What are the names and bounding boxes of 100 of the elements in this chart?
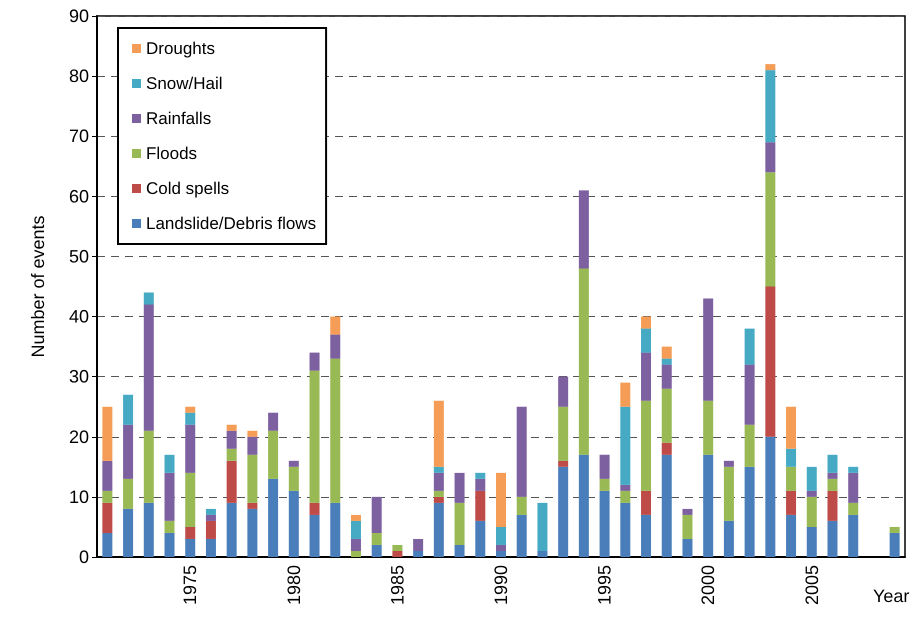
bar xyxy=(806,526,817,557)
bar xyxy=(744,328,755,365)
bar xyxy=(434,502,444,557)
bar xyxy=(185,424,196,473)
bar xyxy=(558,406,568,461)
bar xyxy=(185,538,196,557)
bar xyxy=(765,64,776,70)
bar xyxy=(372,544,382,557)
bar xyxy=(164,454,175,473)
bar xyxy=(724,466,734,521)
bar xyxy=(413,538,424,551)
bar xyxy=(475,472,486,479)
bar xyxy=(703,400,714,455)
bar xyxy=(434,490,444,497)
bar xyxy=(330,316,340,335)
x-tick-label: 1995 xyxy=(594,565,615,606)
bar xyxy=(144,292,154,305)
bar xyxy=(144,502,154,557)
bar xyxy=(164,532,175,557)
bar xyxy=(682,538,692,557)
bar xyxy=(247,502,258,509)
bar xyxy=(786,406,796,449)
bar xyxy=(475,490,486,521)
bar xyxy=(806,490,817,497)
bar xyxy=(827,472,838,479)
x-tick-label: 2000 xyxy=(698,565,718,606)
bar xyxy=(434,496,444,503)
y-tick-label: 20 xyxy=(68,426,89,447)
bar xyxy=(662,388,672,443)
bar xyxy=(662,454,672,557)
bar xyxy=(102,406,112,461)
bar xyxy=(206,520,216,539)
bar xyxy=(226,460,237,503)
bar xyxy=(620,406,630,485)
y-tick-label: 50 xyxy=(68,246,89,266)
bar xyxy=(516,514,527,557)
bar xyxy=(786,514,796,557)
bar xyxy=(558,460,568,467)
bar xyxy=(558,466,568,557)
bar xyxy=(288,460,299,467)
bar xyxy=(827,454,838,473)
bar xyxy=(350,514,361,521)
bar xyxy=(123,394,134,425)
bar xyxy=(330,334,340,359)
bar xyxy=(641,328,652,353)
bar xyxy=(537,502,548,551)
bar xyxy=(848,466,858,473)
bar xyxy=(537,550,548,557)
bar xyxy=(620,502,630,557)
y-tick-label: 30 xyxy=(68,366,89,387)
bar xyxy=(185,406,196,413)
bar xyxy=(475,478,486,491)
bar xyxy=(247,430,258,437)
bar xyxy=(744,466,755,557)
bar xyxy=(703,298,714,401)
bar xyxy=(496,550,506,557)
bar xyxy=(206,508,216,515)
bar xyxy=(247,508,258,557)
bar xyxy=(890,526,900,533)
bar xyxy=(310,370,320,503)
bar xyxy=(600,454,610,479)
legend-label: Landslide/Debris flows xyxy=(146,214,316,233)
bar xyxy=(206,514,216,521)
bar xyxy=(806,496,817,527)
bar xyxy=(682,514,692,539)
bar xyxy=(765,172,776,286)
bar xyxy=(288,490,299,557)
bar xyxy=(268,430,278,479)
bar xyxy=(226,502,237,557)
bar xyxy=(330,502,340,557)
bar xyxy=(413,550,424,557)
bar xyxy=(102,502,112,533)
bar xyxy=(744,364,755,425)
bar xyxy=(848,472,858,503)
bar xyxy=(434,400,444,467)
bar xyxy=(806,466,817,491)
x-tick-label: 2005 xyxy=(802,565,822,606)
bar xyxy=(434,472,444,491)
legend-label: Cold spells xyxy=(146,179,230,198)
y-axis-title: Number of events xyxy=(28,215,48,358)
x-axis-title: Year xyxy=(873,586,910,606)
bar xyxy=(827,478,838,491)
bar xyxy=(185,412,196,425)
bar xyxy=(578,454,589,557)
bar xyxy=(641,490,652,515)
bar xyxy=(620,490,630,503)
bar xyxy=(434,466,444,473)
bar xyxy=(226,448,237,461)
bar xyxy=(454,472,465,503)
bar xyxy=(786,466,796,491)
bar xyxy=(496,544,506,551)
bar xyxy=(144,430,154,503)
bar xyxy=(765,142,776,172)
bar xyxy=(516,496,527,515)
y-tick-label: 90 xyxy=(68,6,89,26)
bar xyxy=(102,490,112,503)
bar xyxy=(578,190,589,268)
bar xyxy=(620,382,630,407)
bar xyxy=(102,532,112,557)
bar xyxy=(268,478,278,557)
